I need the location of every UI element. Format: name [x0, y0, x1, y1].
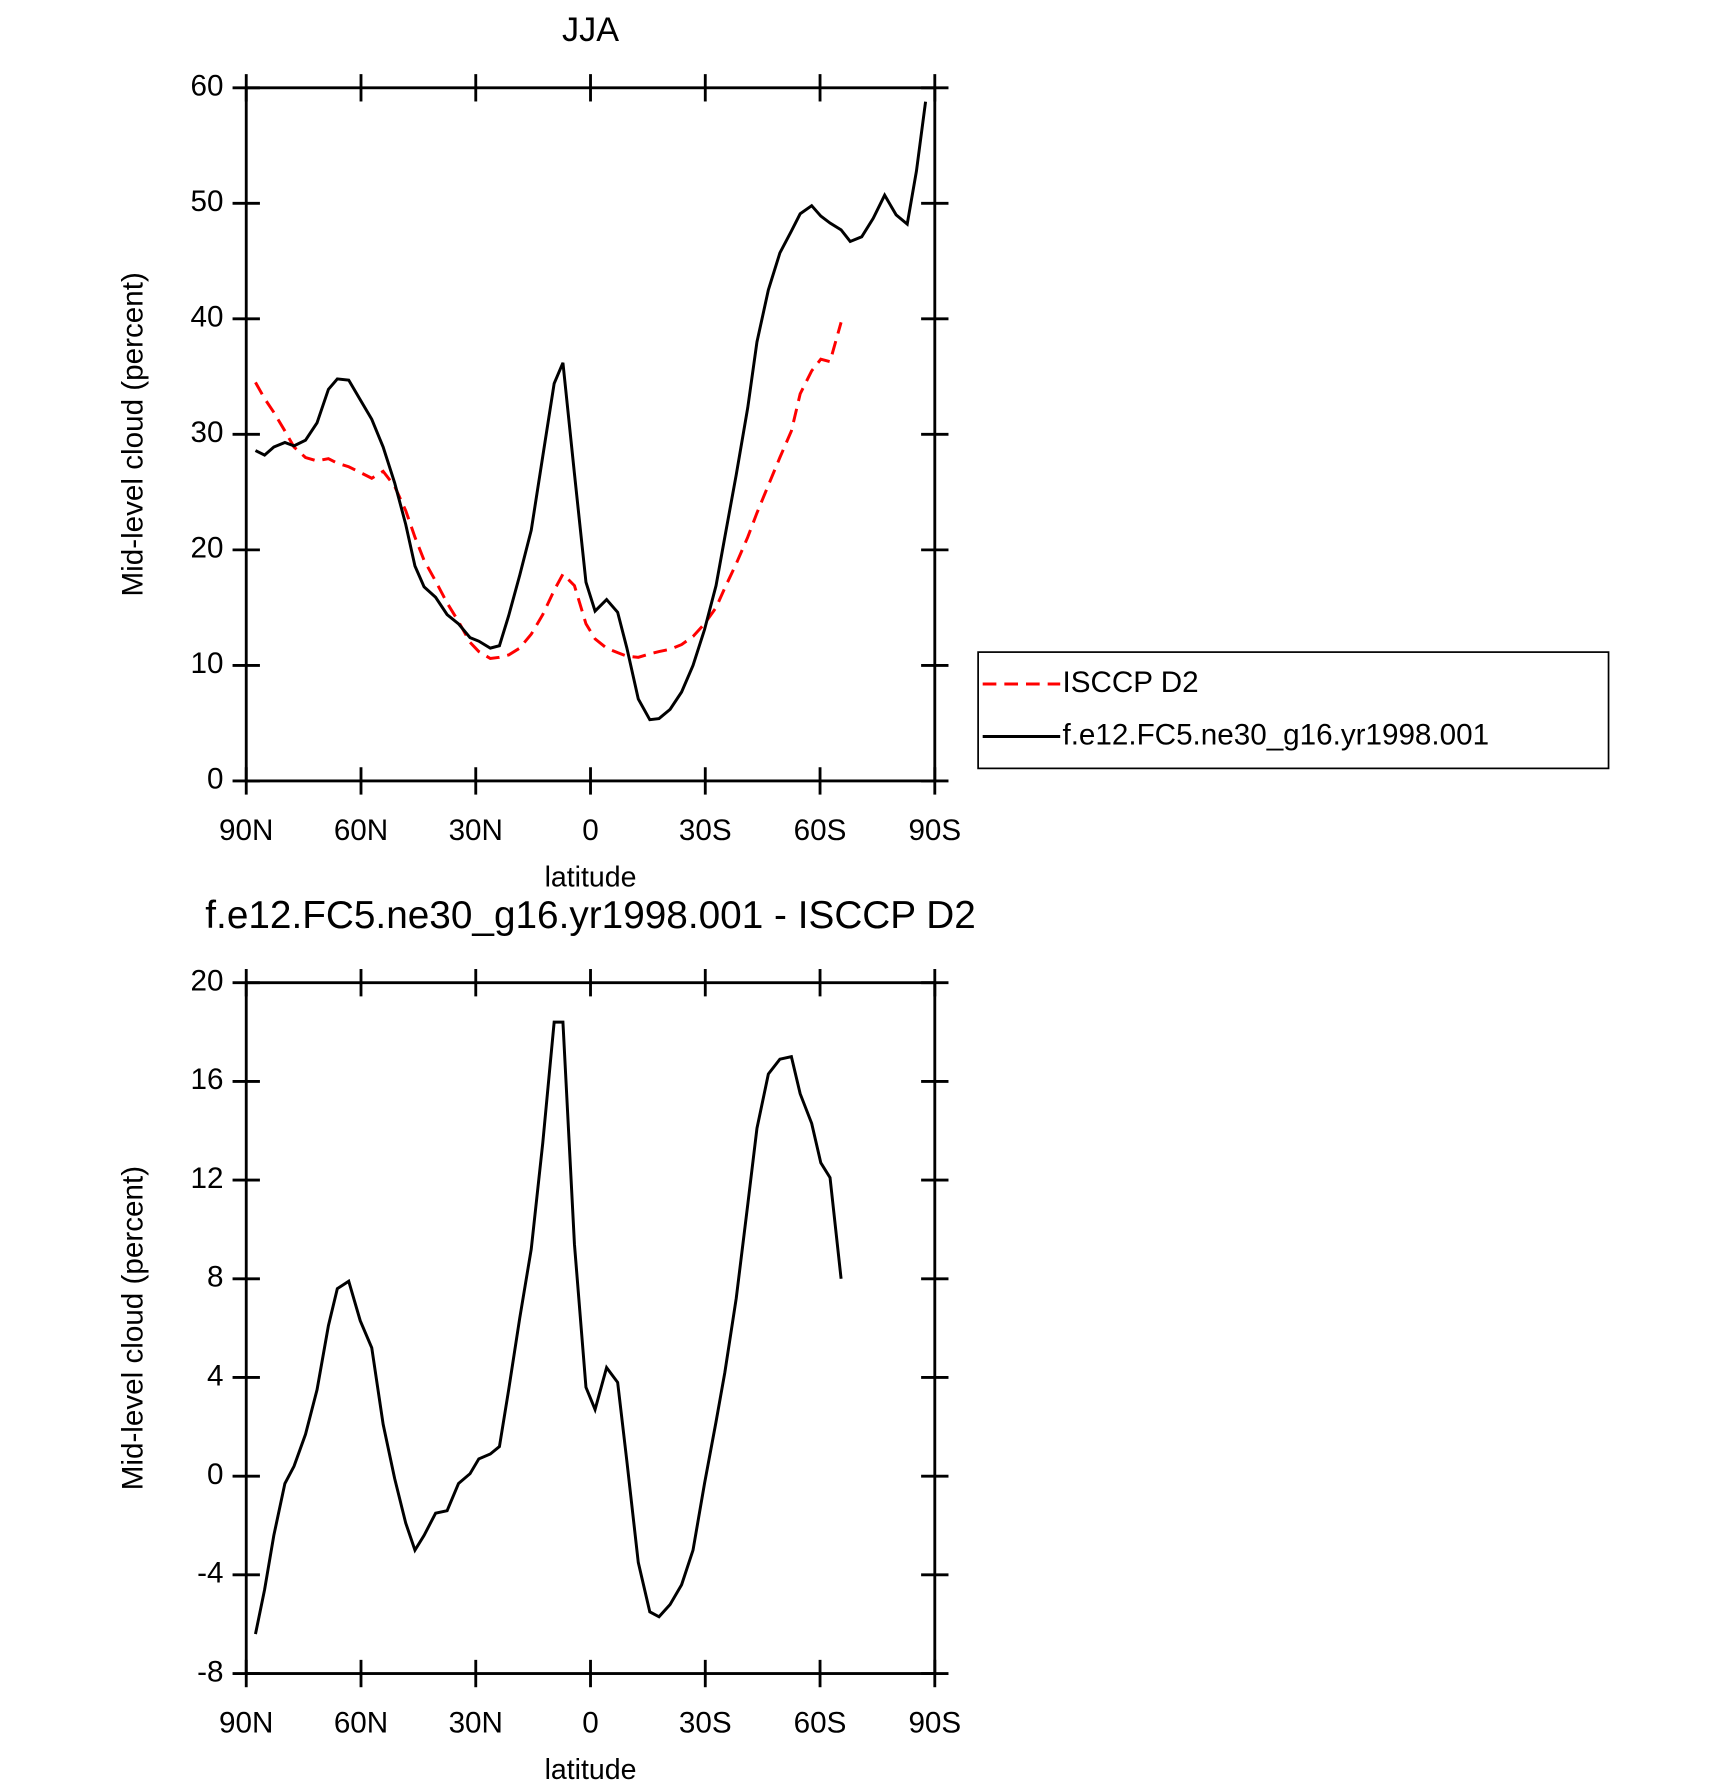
y-tick-label: 30: [190, 416, 223, 449]
x-tick-label: 0: [582, 814, 598, 847]
y-tick-label: 20: [190, 532, 223, 565]
chart-title: JJA: [562, 11, 619, 49]
x-tick-label: 30N: [449, 814, 503, 847]
y-axis-label: Mid-level cloud (percent): [116, 1166, 149, 1490]
x-tick-label: 90N: [219, 1707, 273, 1740]
x-tick-label: 60N: [334, 814, 388, 847]
legend-label: ISCCP D2: [1062, 666, 1198, 699]
x-tick-label: 30S: [679, 1707, 732, 1740]
y-tick-label: 10: [190, 647, 223, 680]
x-tick-label: 60S: [794, 814, 847, 847]
plot-frame: [244, 981, 937, 1675]
plot-frame: [244, 86, 937, 783]
legend-label: f.e12.FC5.ne30_g16.yr1998.001: [1062, 718, 1489, 751]
x-axis-label: latitude: [545, 1754, 637, 1783]
y-tick-label: 20: [190, 965, 223, 998]
legend-box: [977, 651, 1610, 770]
data-line: [254, 1020, 843, 1635]
x-tick-label: 90N: [219, 814, 273, 847]
x-tick-label: 60N: [334, 1707, 388, 1740]
x-tick-label: 60S: [794, 1707, 847, 1740]
y-tick-label: -8: [197, 1655, 223, 1688]
x-tick-label: 30N: [449, 1707, 503, 1740]
y-tick-label: 50: [190, 185, 223, 218]
y-axis-label: Mid-level cloud (percent): [116, 272, 149, 596]
data-line: [254, 101, 928, 722]
y-tick-label: -4: [197, 1557, 223, 1590]
y-tick-label: 40: [190, 301, 223, 334]
x-tick-label: 90S: [908, 814, 961, 847]
chart-title: f.e12.FC5.ne30_g16.yr1998.001 - ISCCP D2: [205, 894, 975, 937]
y-tick-label: 60: [190, 70, 223, 103]
y-tick-label: 0: [207, 1458, 223, 1491]
y-tick-label: 8: [207, 1261, 223, 1294]
x-axis-label: latitude: [545, 861, 637, 893]
data-line: [254, 321, 843, 661]
y-tick-label: 4: [207, 1359, 223, 1392]
y-tick-label: 16: [190, 1063, 223, 1096]
y-tick-label: 0: [207, 763, 223, 796]
y-tick-label: 12: [190, 1162, 223, 1195]
x-tick-label: 0: [582, 1707, 598, 1740]
x-tick-label: 90S: [908, 1707, 961, 1740]
x-tick-label: 30S: [679, 814, 732, 847]
